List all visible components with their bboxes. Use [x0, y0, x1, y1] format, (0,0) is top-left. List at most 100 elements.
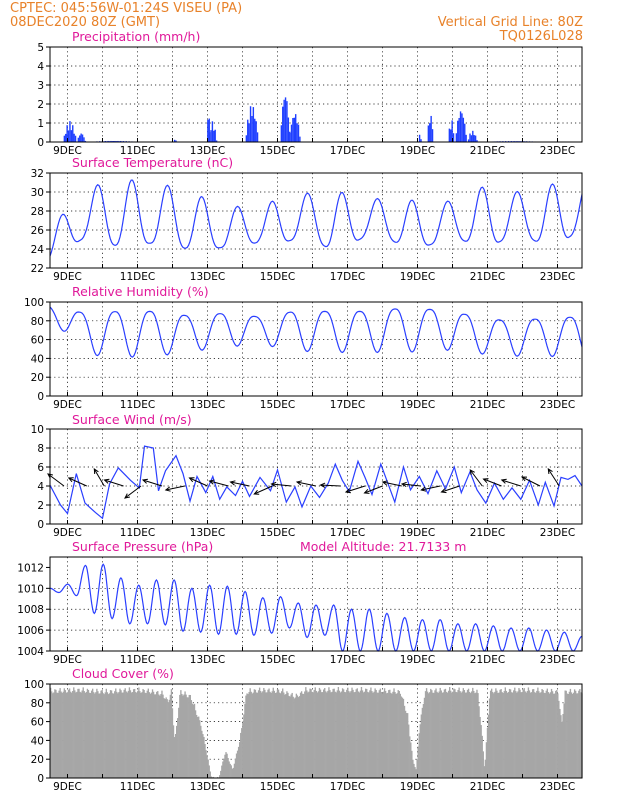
precip-bar [429, 123, 431, 142]
cloud-bar [374, 688, 376, 778]
x-tick-label: 19DEC [400, 654, 435, 666]
cloud-bar [235, 753, 238, 778]
precip-bar [69, 121, 71, 142]
precip-bar [296, 123, 298, 142]
cloud-bar [533, 689, 535, 778]
y-tick-label: 8 [37, 443, 44, 455]
cloud-bar [434, 690, 436, 778]
cloud-bar [484, 759, 487, 778]
wind-arrow-shaft [189, 477, 208, 487]
precip-bar [70, 130, 73, 142]
cloud-bar [225, 752, 227, 778]
cloud-bar [339, 692, 342, 778]
wind-panel: 0 2 4 6 8 10 9DEC 11DEC 13DEC 15DEC 17DEC 19DEC 21DE… [31, 424, 583, 539]
wind-arrow-shaft [104, 479, 124, 487]
cloud-bar [160, 694, 162, 778]
cloud-bar [537, 687, 539, 778]
cloud-bar [367, 691, 369, 778]
title-cloud: Cloud Cover (%) [72, 666, 174, 681]
cloud-bar [181, 693, 183, 778]
cloud-bar [126, 692, 128, 778]
cloud-bar [201, 730, 203, 778]
cloud-bar [73, 687, 75, 778]
y-tick-label: 100 [24, 679, 44, 691]
y-tick-label: 2 [37, 99, 44, 111]
cloud-bar [325, 691, 327, 778]
precip-bar [107, 140, 109, 142]
cloud-bar [186, 697, 188, 778]
cloud-bar [479, 716, 481, 778]
cloud-bar [444, 688, 447, 778]
precip-bar [469, 133, 471, 142]
wind-arrow-head [270, 481, 277, 488]
cloud-bar [491, 688, 493, 778]
cloud-bar [481, 735, 483, 778]
x-tick-label: 21DEC [470, 527, 505, 539]
cloud-bar [122, 692, 124, 778]
cloud-bar [111, 693, 114, 778]
cloud-bar [402, 698, 405, 778]
title-precipitation: Precipitation (mm/h) [72, 29, 200, 44]
cloud-bar [79, 691, 81, 778]
cloud-bar [379, 688, 382, 778]
cloud-bar [109, 690, 112, 778]
cloud-bar [159, 695, 161, 778]
cloud-bar [338, 690, 341, 778]
cloud-bar [103, 694, 105, 778]
cloud-bar [514, 687, 516, 778]
y-tick-label: 0 [37, 773, 44, 785]
cloud-bar [362, 692, 365, 778]
plot-area [50, 47, 582, 142]
precip-bar [418, 134, 421, 142]
x-tick-label: 19DEC [400, 399, 435, 411]
x-tick-label: 13DEC [190, 781, 225, 793]
cloud-bar [499, 689, 501, 778]
cloud-bar [56, 692, 58, 778]
cloud-bar [138, 687, 140, 778]
cloud-bar [565, 690, 567, 778]
wind-arrow-head [363, 488, 370, 494]
cloud-bar [102, 693, 104, 778]
cloud-bar [134, 688, 136, 778]
cloud-bar [327, 690, 329, 778]
cloud-bar [168, 699, 170, 778]
precip-bar [286, 101, 288, 142]
precip-bar [255, 121, 257, 142]
cloud-bar [405, 712, 408, 778]
cloud-bar [180, 690, 182, 778]
x-tick-label: 17DEC [330, 145, 365, 157]
cloud-bar [221, 765, 223, 778]
x-tick-label: 21DEC [470, 145, 505, 157]
precip-bar [287, 117, 290, 142]
cloud-bar [271, 691, 273, 778]
cloud-bar [62, 691, 64, 778]
cloud-bar [443, 689, 446, 778]
wind-arrow-shaft [254, 485, 273, 495]
cloud-bar [515, 691, 517, 778]
cloud-bar [163, 698, 165, 778]
cloud-bar [357, 691, 359, 778]
wind-arrow-head [344, 488, 351, 494]
y-tick-label: 40 [31, 353, 44, 365]
cloud-bar [382, 691, 385, 778]
cloud-bar [349, 692, 351, 778]
cloud-bar [453, 688, 455, 778]
cloud-bar [139, 691, 141, 778]
y-tick-label: 10 [31, 424, 44, 436]
cloud-bar [197, 716, 199, 778]
cloud-bar [69, 691, 72, 778]
cloud-bar [563, 703, 565, 778]
cloud-bar [431, 690, 433, 778]
cloud-bar [81, 690, 83, 778]
y-tick-label: 1008 [17, 604, 44, 616]
cloud-bar [462, 688, 464, 778]
wind-arrow-head [229, 480, 236, 486]
cloud-bar [351, 687, 353, 778]
cloud-bar [497, 692, 499, 778]
cloud-bar [377, 692, 379, 778]
y-tick-label: 60 [31, 717, 44, 729]
cloud-bar [281, 691, 283, 778]
cloud-bar [88, 692, 91, 778]
wind-arrow-head [520, 476, 528, 482]
cloud-bar [96, 688, 98, 778]
